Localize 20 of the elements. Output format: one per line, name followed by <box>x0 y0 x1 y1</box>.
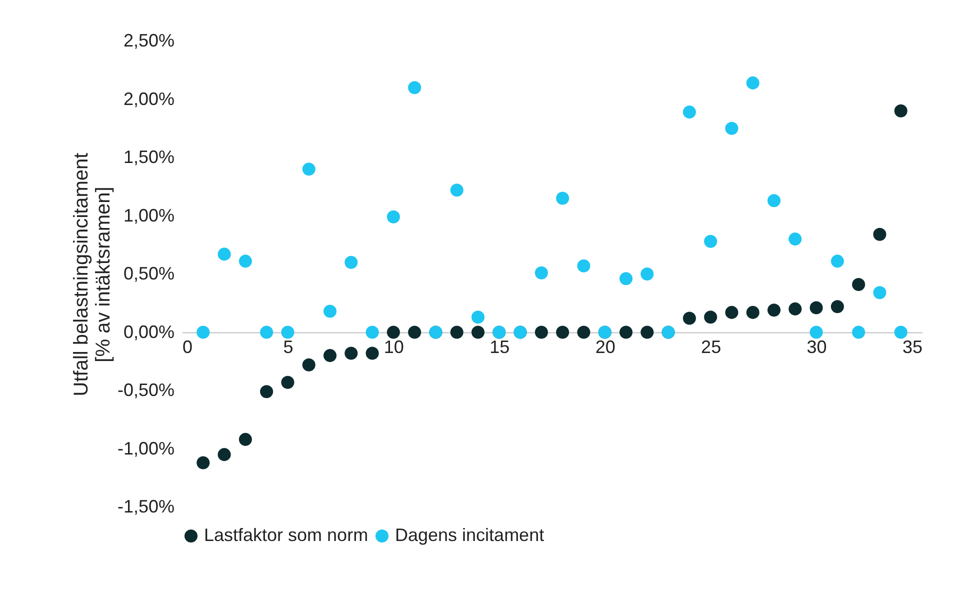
x-tick-label: 30 <box>806 336 827 357</box>
x-tick-label: 25 <box>701 336 722 357</box>
y-tick-label: 0,00% <box>123 322 174 342</box>
y-tick-label: 1,00% <box>123 205 174 226</box>
x-tick-label: 0 <box>182 336 193 357</box>
y-tick-label: -1,50% <box>117 496 174 516</box>
y-tick-label: -0,50% <box>117 380 174 400</box>
legend-label: Lastfaktor som norm <box>204 525 368 545</box>
x-tick-label: 35 <box>902 336 922 357</box>
legend-label: Dagens incitament <box>395 525 544 545</box>
y-tick-label: 0,50% <box>123 264 174 284</box>
y-tick-label: -1,00% <box>117 438 174 458</box>
x-tick-label: 20 <box>595 336 616 357</box>
y-tick-label: 2,00% <box>123 88 174 109</box>
y-axis-title: Utfall belastningsincitament [% av intäktsramen] <box>70 152 114 396</box>
y-tick-label: 1,50% <box>123 147 174 167</box>
x-tick-label: 5 <box>283 336 294 357</box>
x-tick-label: 10 <box>384 336 404 357</box>
y-tick-label: 2,50% <box>123 30 174 50</box>
x-tick-label: 15 <box>490 336 510 357</box>
